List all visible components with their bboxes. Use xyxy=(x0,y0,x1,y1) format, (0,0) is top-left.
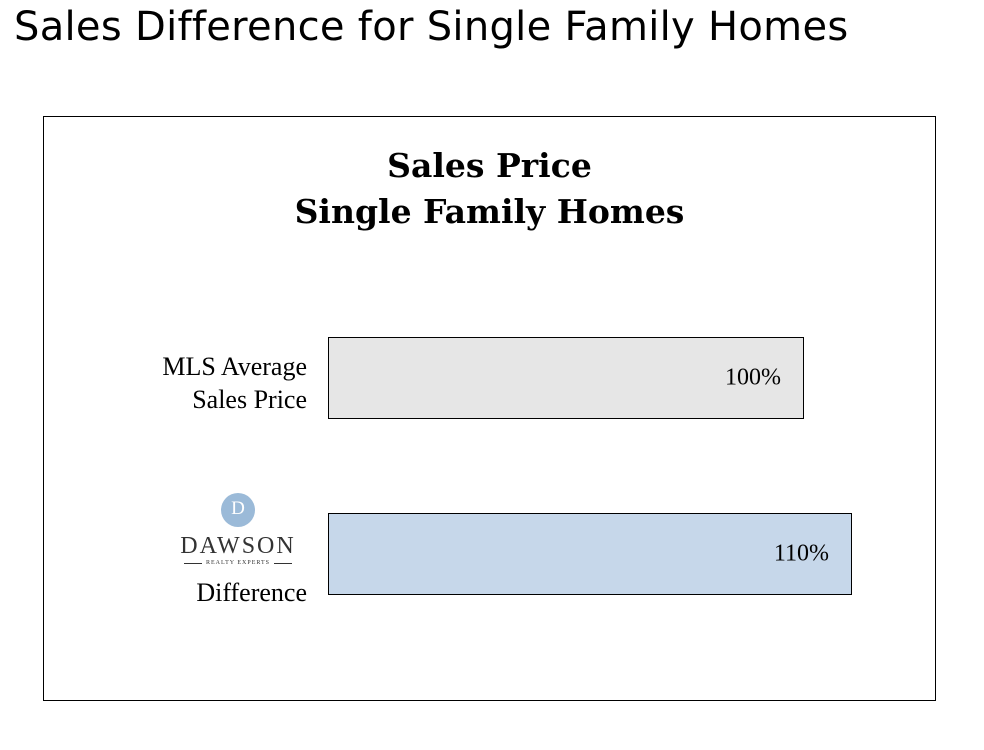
dawson-logo: DAWSON REALTY EXPERTS xyxy=(168,493,308,566)
logo-tagline: REALTY EXPERTS xyxy=(168,560,308,566)
chart-frame: Sales Price Single Family Homes MLS Aver… xyxy=(43,116,936,701)
category-label-mls-line-2: Sales Price xyxy=(192,385,307,414)
chart-title: Sales Price Single Family Homes xyxy=(44,143,935,235)
category-label-mls: MLS Average Sales Price xyxy=(162,350,307,416)
logo-wordmark: DAWSON xyxy=(180,533,296,559)
category-label-dawson-line-1: Difference xyxy=(196,578,307,607)
bar-mls-average: 100% xyxy=(328,337,804,419)
chart-title-line-1: Sales Price xyxy=(387,146,592,185)
category-label-mls-line-1: MLS Average xyxy=(162,352,307,381)
chart-title-line-2: Single Family Homes xyxy=(294,192,685,231)
page-title: Sales Difference for Single Family Homes xyxy=(14,4,849,50)
bar-label-dawson: 110% xyxy=(773,540,829,567)
category-label-dawson: Difference xyxy=(196,576,307,609)
dawson-monogram-icon xyxy=(221,493,255,527)
bar-dawson-difference: 110% xyxy=(328,513,852,595)
bar-label-mls: 100% xyxy=(725,364,781,391)
